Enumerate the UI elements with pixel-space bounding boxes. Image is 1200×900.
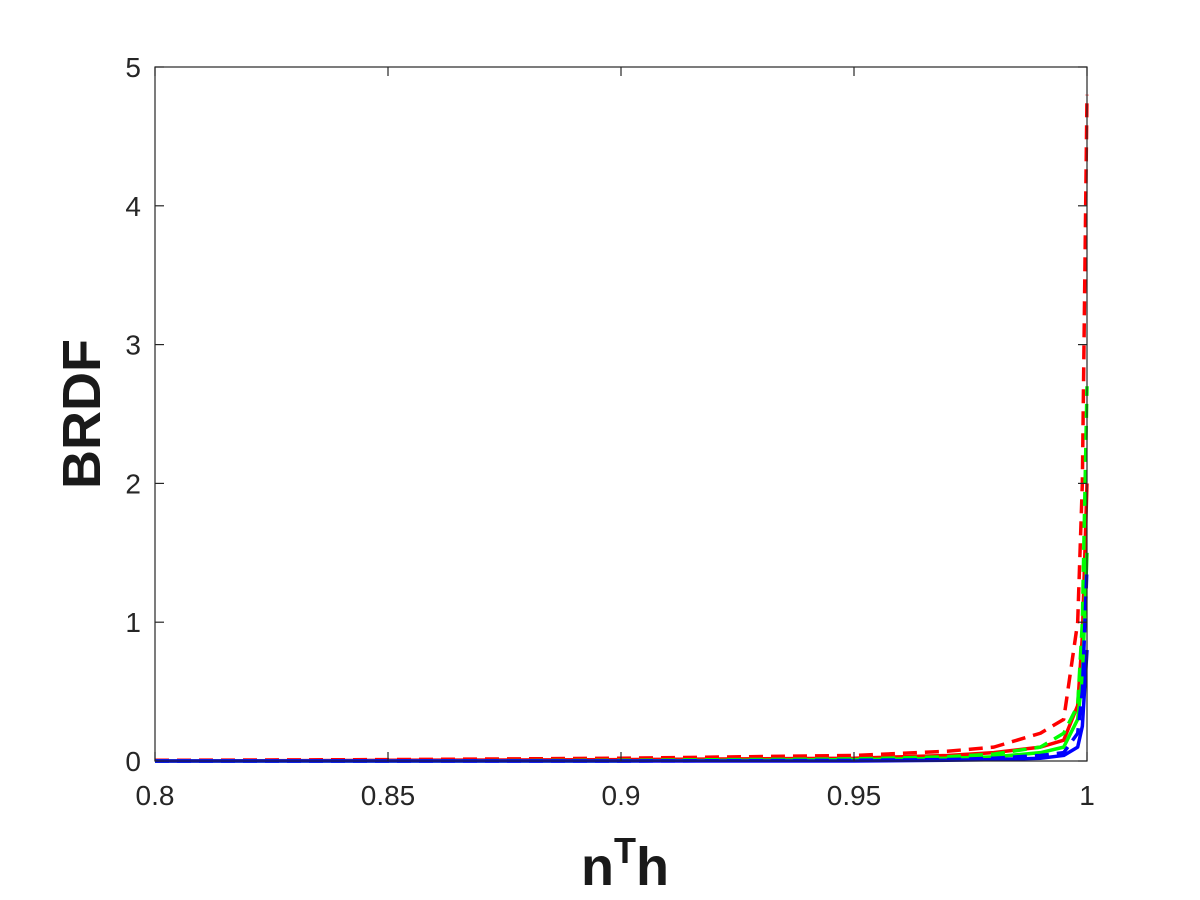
x-axis-label: nTh xyxy=(581,830,669,897)
plot-frame xyxy=(154,66,1088,762)
y-tick-label: 0 xyxy=(125,746,141,777)
y-tick-label: 5 xyxy=(125,52,141,83)
x-tick-label: 0.85 xyxy=(361,780,416,811)
x-label-part: h xyxy=(636,837,669,897)
data-line xyxy=(155,386,1089,763)
data-line xyxy=(155,649,1089,763)
data-line xyxy=(154,94,1089,763)
x-tick-label: 0.95 xyxy=(827,780,882,811)
x-label-sup: T xyxy=(614,830,636,871)
y-axis-label: BRDF xyxy=(52,339,112,489)
data-line xyxy=(155,566,1089,763)
y-tick-label: 2 xyxy=(125,468,141,499)
x-tick-label: 1 xyxy=(1079,780,1095,811)
x-tick-label: 0.9 xyxy=(602,780,641,811)
data-line xyxy=(155,552,1089,763)
x-label-part: n xyxy=(581,837,614,897)
y-tick-label: 3 xyxy=(125,330,141,361)
y-tick-label: 1 xyxy=(125,607,141,638)
y-tick-label: 4 xyxy=(125,191,141,222)
x-tick-label: 0.8 xyxy=(136,780,175,811)
data-line xyxy=(154,483,1089,763)
